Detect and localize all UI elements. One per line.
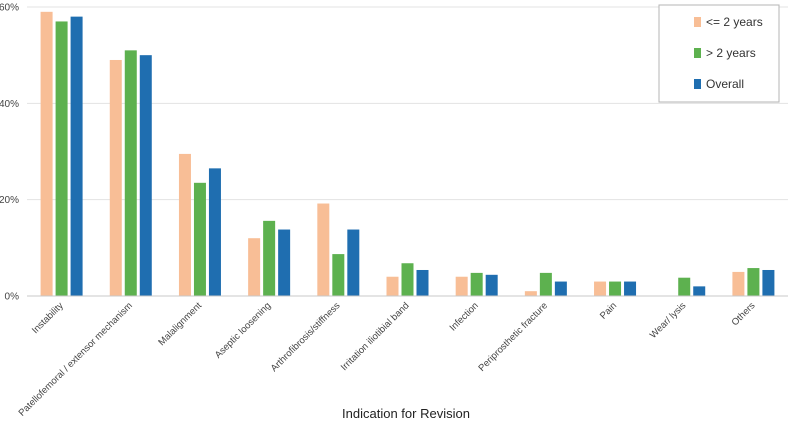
legend: <= 2 years > 2 years Overall bbox=[658, 4, 780, 103]
bar-le2-years bbox=[732, 271, 745, 296]
y-tick-label: 0% bbox=[5, 292, 20, 303]
bar-gt2-years bbox=[539, 272, 552, 296]
bar-overall bbox=[693, 286, 706, 296]
bar-overall bbox=[762, 269, 775, 296]
x-tick-label: Arthrofibrosis/stiffness bbox=[269, 300, 343, 374]
legend-label: Overall bbox=[706, 77, 744, 91]
legend-swatch bbox=[694, 79, 701, 89]
legend-label: > 2 years bbox=[706, 46, 756, 60]
bar-le2-years bbox=[178, 153, 191, 296]
bar-le2-years bbox=[317, 203, 330, 296]
bar-overall bbox=[554, 281, 567, 296]
bar-le2-years bbox=[455, 276, 468, 296]
bar-gt2-years bbox=[55, 21, 68, 296]
bar-gt2-years bbox=[609, 281, 622, 296]
bar-gt2-years bbox=[193, 182, 206, 296]
bar-le2-years bbox=[386, 276, 399, 296]
x-tick-label: Irritation iliotibial band bbox=[339, 300, 412, 373]
x-axis-title: Indication for Revision bbox=[342, 406, 470, 421]
bar-le2-years bbox=[109, 59, 122, 296]
legend-swatch bbox=[694, 48, 701, 58]
bar-le2-years bbox=[248, 238, 261, 296]
x-tick-label: Patellofemoral / extensor mechanism bbox=[17, 300, 135, 418]
bars bbox=[40, 11, 775, 297]
bar-overall bbox=[624, 281, 637, 296]
y-tick-label: 40% bbox=[0, 99, 19, 110]
x-tick-label: Pain bbox=[598, 300, 619, 321]
bar-le2-years bbox=[40, 11, 53, 296]
x-tick-label: Wear/ lysis bbox=[648, 300, 689, 341]
y-tick-label: 20% bbox=[0, 195, 19, 206]
bar-gt2-years bbox=[401, 263, 414, 296]
bar-le2-years bbox=[594, 281, 607, 296]
bar-overall bbox=[278, 229, 291, 296]
legend-box bbox=[658, 4, 780, 103]
x-tick-label: Malalignment bbox=[156, 300, 204, 348]
y-tick-label: 60% bbox=[0, 3, 19, 14]
legend-label: <= 2 years bbox=[706, 15, 763, 29]
x-tick-label: Others bbox=[730, 300, 758, 328]
bar-gt2-years bbox=[470, 272, 483, 296]
bar-gt2-years bbox=[747, 268, 760, 296]
bar-overall bbox=[347, 229, 360, 296]
bar-gt2-years bbox=[124, 50, 137, 296]
x-tick-label: Aseptic loosening bbox=[213, 300, 273, 360]
x-tick-label: Instability bbox=[30, 300, 66, 336]
bar-overall bbox=[139, 55, 152, 296]
bar-le2-years bbox=[524, 291, 537, 296]
bar-gt2-years bbox=[678, 277, 691, 296]
bar-gt2-years bbox=[263, 220, 276, 296]
legend-swatch bbox=[694, 17, 701, 27]
x-tick-label: Periprosthetic fracture bbox=[476, 300, 549, 373]
bar-overall bbox=[70, 16, 83, 297]
x-tick-label: Infection bbox=[448, 300, 481, 333]
bar-overall bbox=[485, 274, 498, 296]
y-axis-ticks: 0% 20% 40% 60% bbox=[0, 3, 19, 303]
bar-overall bbox=[208, 168, 221, 296]
bar-gt2-years bbox=[332, 254, 345, 296]
bar-overall bbox=[416, 269, 429, 296]
